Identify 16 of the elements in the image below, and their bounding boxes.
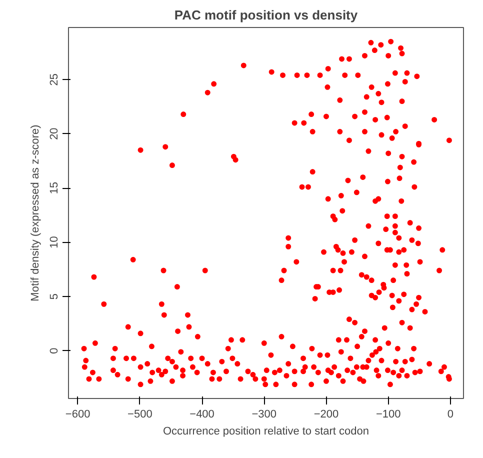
y-tick-label: 25 (48, 73, 60, 86)
y-tick-label: 15 (48, 182, 60, 194)
x-tick-label: −400 (190, 408, 214, 420)
x-axis-title: Occurrence position relative to start codon (162, 426, 370, 438)
chart-title: PAC motif position vs density (174, 8, 358, 22)
x-tick-label: −500 (128, 408, 152, 420)
y-axis-title: Motif density (expressed as z-score) (30, 124, 42, 302)
x-tick-label: −200 (314, 408, 339, 420)
y-tick-label: 20 (48, 128, 60, 140)
x-tick-label: −600 (65, 408, 90, 420)
x-tick-label: −100 (376, 408, 401, 420)
y-tick-label: 10 (48, 236, 60, 248)
y-tick-label: 5 (48, 293, 60, 300)
x-tick-label: −300 (252, 408, 277, 420)
x-tick-label: 0 (447, 408, 454, 420)
y-tick-label: 0 (48, 348, 60, 354)
